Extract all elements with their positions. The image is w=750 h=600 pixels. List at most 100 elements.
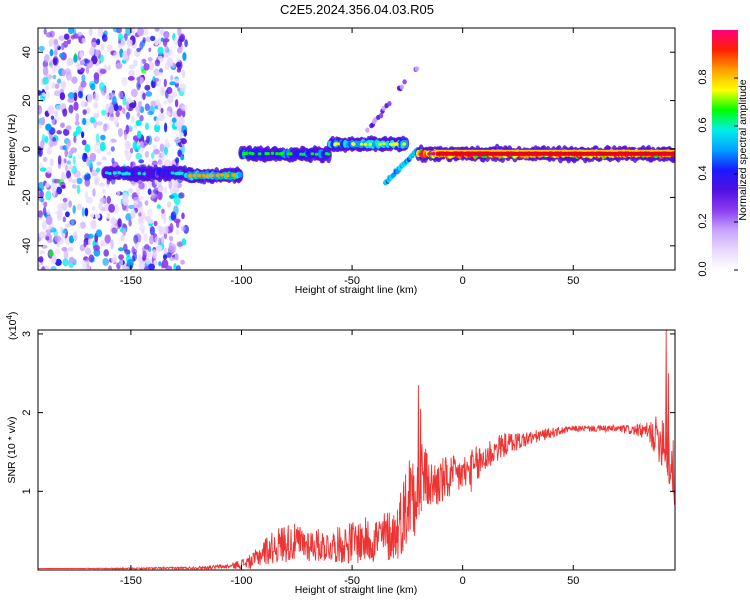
noise-blob	[81, 74, 86, 82]
noise-blob	[142, 250, 147, 260]
noise-blob	[128, 127, 133, 132]
noise-blob	[138, 100, 142, 108]
noise-blob	[38, 45, 45, 52]
noise-blob	[111, 227, 117, 234]
snr-frame	[37, 329, 676, 571]
noise-blob	[63, 158, 67, 164]
x-tick-label: 0	[460, 275, 466, 287]
noise-blob	[53, 42, 59, 50]
noise-blob	[81, 207, 85, 217]
noise-blob	[63, 40, 68, 48]
noise-blob	[62, 128, 70, 136]
trace-core	[378, 142, 382, 146]
noise-blob	[148, 61, 155, 71]
noise-blob	[84, 59, 90, 64]
noise-blob	[118, 33, 124, 41]
trace-core	[137, 171, 142, 175]
trace-core	[418, 152, 423, 156]
trace-core	[289, 152, 293, 156]
noise-blob	[62, 216, 66, 223]
noise-blob	[164, 45, 169, 53]
noise-blob	[143, 232, 148, 242]
noise-blob	[134, 200, 139, 206]
noise-blob	[45, 236, 50, 241]
noise-blob	[72, 231, 78, 241]
trace-core	[368, 142, 373, 146]
noise-blob	[122, 196, 129, 206]
noise-blob	[157, 190, 163, 201]
noise-blob	[77, 90, 83, 99]
noise-blob	[40, 139, 45, 149]
noise-blob	[59, 92, 66, 101]
noise-blob	[61, 232, 66, 239]
noise-blob	[68, 150, 74, 155]
spectrogram-x-axis-label: Height of straight line (km)	[295, 284, 418, 296]
noise-blob	[124, 249, 131, 255]
noise-blob	[177, 28, 182, 37]
noise-blob	[125, 213, 132, 221]
colorbar: 0.0 0.2 0.4 0.6 0.8 Normalized spectral ampl…	[697, 30, 749, 277]
noise-blob	[52, 74, 57, 80]
noise-blob	[38, 256, 44, 263]
y-tick-label: -20	[21, 189, 33, 205]
noise-blob	[148, 263, 156, 270]
noise-blob	[81, 38, 87, 43]
noise-blob	[87, 93, 93, 103]
noise-blob	[130, 28, 136, 35]
noise-blob	[38, 262, 41, 269]
snr-panel: -150 -100 -50 0 50 1 2 3 Height of straight li…	[5, 312, 676, 596]
noise-blob	[84, 191, 89, 199]
noise-blob	[49, 140, 54, 148]
noise-blob	[113, 51, 120, 59]
noise-blob	[68, 200, 72, 208]
noise-blob	[149, 226, 155, 236]
noise-blob	[173, 263, 177, 270]
noise-blob	[154, 235, 161, 245]
noise-blob	[144, 150, 150, 158]
snr-background	[38, 330, 675, 570]
noise-blob	[45, 32, 53, 38]
trace-core	[251, 152, 255, 156]
noise-blob	[117, 190, 120, 196]
noise-blob	[61, 174, 67, 180]
trace-core	[244, 151, 249, 155]
noise-blob	[162, 38, 168, 47]
noise-blob	[98, 202, 103, 210]
noise-blob	[92, 188, 96, 197]
noise-blob	[90, 153, 96, 162]
noise-blob	[96, 148, 102, 154]
noise-blob	[161, 259, 169, 269]
noise-blob	[63, 249, 69, 260]
noise-blob	[82, 117, 87, 126]
noise-blob	[152, 144, 157, 149]
noise-blob	[180, 225, 186, 232]
trace-core	[359, 142, 364, 146]
noise-blob	[63, 33, 70, 40]
noise-blob	[41, 265, 46, 270]
noise-blob	[139, 77, 144, 84]
noise-blob	[81, 100, 86, 108]
noise-blob	[135, 152, 142, 160]
noise-blob	[106, 195, 112, 204]
noise-blob	[56, 78, 62, 84]
noise-blob	[100, 197, 108, 205]
noise-blob	[122, 107, 126, 115]
noise-blob	[138, 215, 143, 224]
trace-core	[382, 142, 387, 146]
noise-blob	[139, 106, 145, 114]
noise-blob	[174, 121, 181, 127]
noise-blob	[175, 61, 181, 68]
noise-blob	[42, 76, 49, 85]
noise-blob	[160, 85, 166, 93]
noise-blob	[147, 188, 152, 195]
noise-blob	[51, 254, 57, 264]
noise-blob	[168, 179, 172, 190]
noise-blob	[99, 142, 106, 152]
noise-blob	[147, 218, 154, 224]
trace-core	[174, 172, 178, 176]
trace-core	[270, 151, 275, 155]
noise-blob	[76, 184, 81, 195]
noise-blob	[115, 62, 123, 70]
noise-blob	[162, 254, 168, 260]
noise-blob	[95, 133, 100, 143]
